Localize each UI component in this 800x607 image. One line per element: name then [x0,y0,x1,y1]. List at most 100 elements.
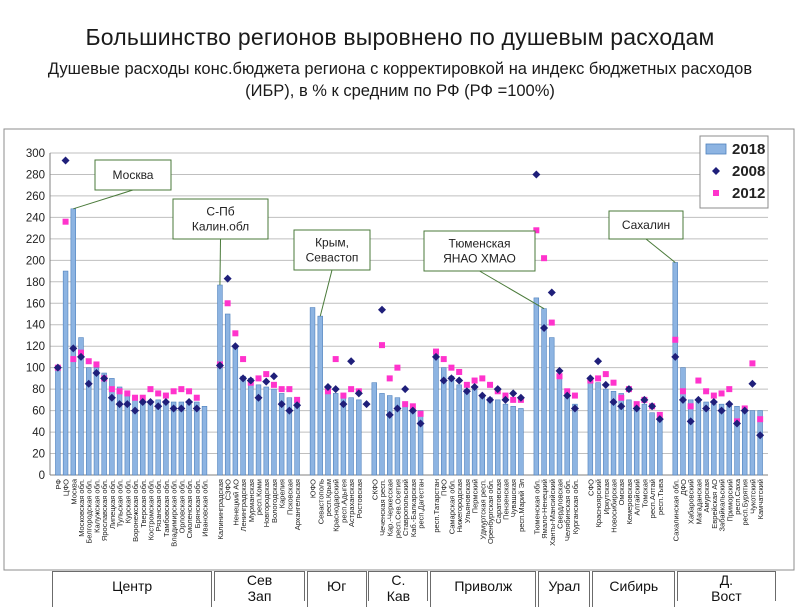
x-tick-label: Ивановская обл. [200,479,209,537]
bar-2018 [572,403,578,476]
callout-label: Крым, Севастоп [306,236,359,265]
marker-2012 [479,375,486,382]
marker-2008 [192,404,201,413]
marker-2012 [533,227,540,234]
x-tick-label: Псковская [285,479,294,515]
marker-2012 [85,358,92,365]
marker-2012 [78,349,85,356]
callout-pointer [73,189,134,210]
marker-2012 [324,388,331,395]
bar-2018 [170,401,177,476]
y-tick-label: 200 [26,255,45,267]
bar-2018 [387,395,393,476]
x-tick-label: Камчатский [756,479,765,519]
callout-label: Москва [113,168,154,182]
marker-2012 [633,401,640,408]
bar-2018 [55,367,61,476]
bar-2018 [549,337,555,476]
legend-swatch-2012 [713,190,719,196]
marker-2012 [610,379,617,386]
x-tick-label: респ.Татарстан [432,479,441,533]
x-tick-label: СЗФО [224,479,233,500]
marker-2012 [93,361,100,368]
marker-2012 [162,392,169,399]
bar-2018 [325,390,331,476]
bar-2018 [194,401,200,476]
marker-2008 [470,382,479,391]
marker-2012 [402,401,409,408]
x-tick-label: Владимирская обл. [170,479,179,547]
bar-2018 [271,388,277,476]
x-tick-label: Нижегородская [455,479,464,533]
marker-2012 [695,377,702,384]
x-tick-label: Рязанская обл. [154,479,163,532]
marker-2012 [170,388,177,395]
marker-2008 [377,305,386,314]
bar-2018 [240,375,246,476]
marker-2012 [116,388,123,395]
x-tick-label: Липецкая обл. [108,479,117,529]
x-tick-label: Еврейская АО [710,479,719,529]
x-tick-label: Удмуртская респ. [478,479,487,540]
marker-2008 [77,352,86,361]
callout-label: Тюменская ЯНАО ХМАО [443,237,516,266]
marker-2008 [678,395,687,404]
callout-label: Сахалин [622,218,670,232]
region-label-part: Сев [246,572,273,588]
marker-2012 [548,319,555,326]
bar-2018 [695,401,702,476]
marker-2012 [70,356,77,363]
bar-2018 [456,384,462,476]
marker-2012 [286,386,293,393]
region-label: Приволж [430,571,537,607]
marker-2012 [278,386,285,393]
x-tick-label: Ярославская обл. [100,479,109,541]
x-tick-label: Краснодарский [332,479,341,532]
marker-2008 [462,387,471,396]
marker-2008 [563,391,572,400]
bar-2018 [356,399,362,476]
callout-line: Калин.обл [192,220,249,234]
y-tick-label: 300 [26,148,45,160]
bar-2018 [278,393,285,476]
marker-2008 [115,400,124,409]
y-tick-label: 80 [32,384,45,396]
y-tick-label: 240 [26,212,45,224]
bar-2018 [379,393,385,476]
callout-line: С-Пб [206,205,234,219]
marker-2008 [532,170,541,179]
x-tick-label: Алтайский [633,479,642,516]
marker-2012 [502,392,509,399]
marker-2008 [347,357,356,366]
marker-2008 [285,406,294,415]
y-tick-label: 180 [26,277,45,289]
x-tick-label: Тамбовская обл. [162,479,171,537]
x-tick-label: Чукотский [748,479,757,514]
marker-2008 [486,395,495,404]
marker-2008 [648,402,657,411]
x-tick-label: Челябинская обл. [563,479,572,541]
x-tick-label: Ленинградская [239,479,248,531]
bar-2018 [703,401,709,476]
marker-2008 [748,379,757,388]
marker-2008 [617,402,626,411]
callout-box [94,159,172,191]
marker-2012 [139,394,146,401]
bar-2018 [657,418,663,476]
bar-2018 [711,403,717,476]
bar-2018 [595,382,601,476]
marker-2008 [570,404,579,413]
legend-swatch-2018 [705,143,727,155]
marker-2008 [594,357,603,366]
marker-2012 [679,388,686,395]
bar-2018 [734,406,740,476]
x-tick-label: Пензенская [501,479,510,520]
marker-2008 [223,274,232,283]
x-tick-label: Кар.-Черкесская [386,479,395,536]
x-tick-label: Ростовская [355,479,364,518]
x-tick-label: Севастополь [316,479,325,524]
x-tick-label: Тверская обл. [139,479,148,528]
region-label-part: Центр [112,578,153,594]
callout-box [172,198,269,240]
bar-2018 [441,367,447,476]
